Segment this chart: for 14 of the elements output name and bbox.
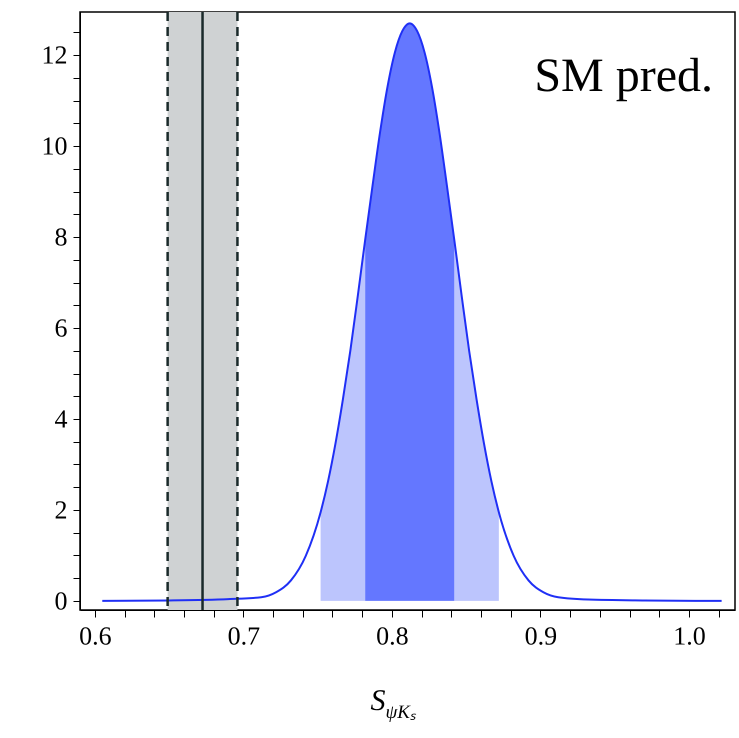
y-tick-label: 12	[42, 40, 68, 70]
line-series	[101, 22, 723, 602]
y-tick-label: 10	[42, 132, 68, 161]
x-tick-label: 0.9	[524, 622, 558, 650]
annotation: SM pred.	[534, 49, 713, 102]
x-tick-label: 0.8	[376, 622, 409, 650]
y-tick-label: 8	[54, 222, 68, 252]
x-tick-label: 0.7	[228, 622, 260, 650]
x-tick-label: 0.6	[79, 622, 112, 650]
y-tick-label: 6	[54, 314, 68, 343]
y-tick-label: 4	[54, 404, 68, 434]
y-tick-label: 0	[54, 586, 68, 616]
x-tick-label: 1.0	[673, 622, 706, 650]
y-tick-label: 2	[54, 495, 68, 524]
